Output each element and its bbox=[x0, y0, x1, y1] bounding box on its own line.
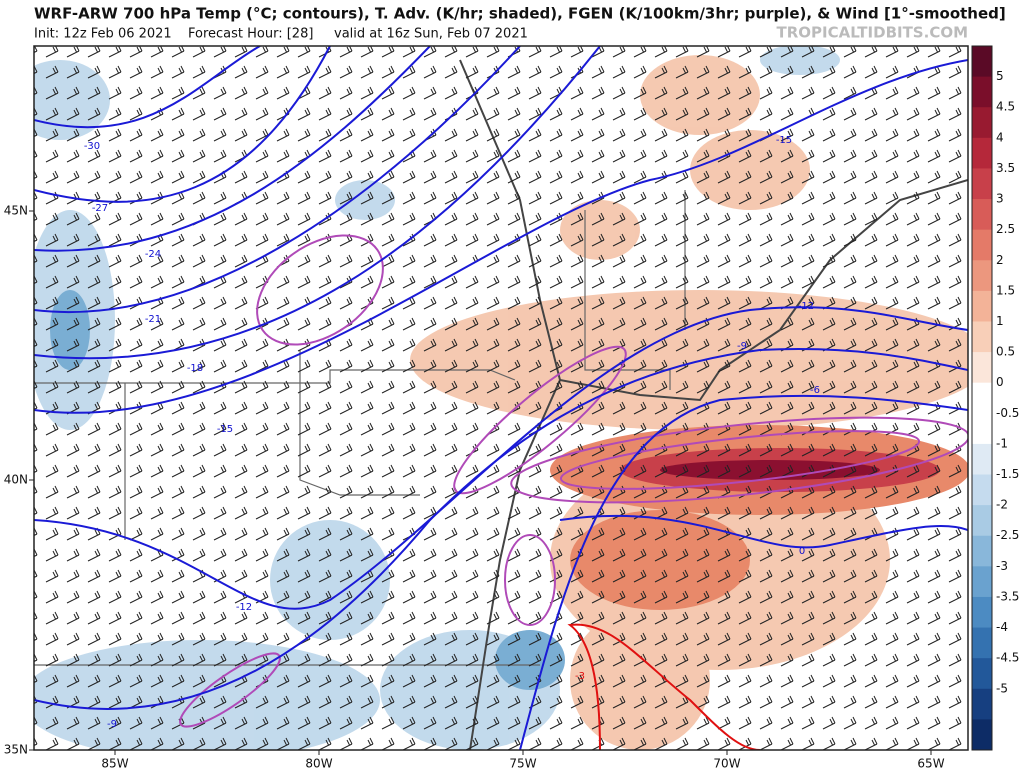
colorbar-label: -4.5 bbox=[996, 651, 1019, 665]
colorbar-swatch bbox=[972, 107, 992, 139]
colorbar-label: -0.5 bbox=[996, 406, 1019, 420]
colorbar-swatch bbox=[972, 566, 992, 598]
forecast-hour: Forecast Hour: [28] bbox=[188, 27, 313, 42]
lon-label: 65W bbox=[917, 757, 944, 771]
colorbar-swatch bbox=[972, 137, 992, 169]
title: WRF-ARW 700 hPa Temp (°C; contours), T. … bbox=[34, 5, 1006, 23]
contour-label: -15 bbox=[217, 424, 233, 435]
contour-label: -15 bbox=[776, 135, 792, 146]
contour-label: 0 bbox=[799, 546, 805, 557]
colorbar-label: -1 bbox=[996, 436, 1008, 450]
colorbar-swatch bbox=[972, 627, 992, 659]
contour-label: -18 bbox=[187, 363, 203, 374]
lon-label: 85W bbox=[101, 757, 128, 771]
colorbar-label: 4 bbox=[996, 130, 1004, 144]
lat-label: 45N bbox=[4, 204, 28, 218]
contour-label: -3 bbox=[575, 671, 585, 682]
colorbar-swatch bbox=[972, 260, 992, 292]
colorbar-label: 0.5 bbox=[996, 345, 1015, 359]
lon-label: 75W bbox=[509, 757, 536, 771]
lat-label: 40N bbox=[4, 473, 28, 487]
init-time: Init: 12z Feb 06 2021 bbox=[34, 27, 172, 42]
valid-time: valid at 16z Sun, Feb 07 2021 bbox=[334, 27, 528, 42]
colorbar-label: 2.5 bbox=[996, 222, 1015, 236]
colorbar-swatch bbox=[972, 290, 992, 322]
contour-label: -9 bbox=[107, 719, 117, 730]
colorbar-swatch bbox=[972, 199, 992, 231]
colorbar-label: 1 bbox=[996, 314, 1004, 328]
colorbar-swatch bbox=[972, 596, 992, 629]
colorbar-label: 2 bbox=[996, 253, 1004, 267]
contour-label: -24 bbox=[145, 249, 161, 260]
colorbar-swatch bbox=[972, 535, 992, 567]
colorbar-label: -2 bbox=[996, 498, 1008, 512]
colorbar-label: 0 bbox=[996, 375, 1004, 389]
contour-label: -12 bbox=[236, 602, 252, 613]
map: -30 -27 -24 -21 -18 -15 -12 -9 -15 -12 -9 -6 0 -3 bbox=[34, 46, 968, 750]
contour-label: -30 bbox=[84, 141, 100, 152]
colorbar-swatch bbox=[972, 46, 992, 78]
colorbar-label: -5 bbox=[996, 681, 1008, 695]
lon-label: 70W bbox=[713, 757, 740, 771]
colorbar-swatch bbox=[972, 474, 992, 506]
colorbar-swatch bbox=[972, 413, 992, 445]
colorbar-swatch bbox=[972, 719, 992, 751]
colorbar-label: -3 bbox=[996, 559, 1008, 573]
colorbar-label: 5 bbox=[996, 69, 1004, 83]
contour-label: -9 bbox=[737, 341, 747, 352]
colorbar-swatch bbox=[972, 229, 992, 261]
colorbar-label: 1.5 bbox=[996, 283, 1015, 297]
colorbar-swatch bbox=[972, 658, 992, 690]
colorbar-label: 3 bbox=[996, 192, 1004, 206]
colorbar-swatch bbox=[972, 382, 992, 414]
colorbar-label: -4 bbox=[996, 620, 1008, 634]
contour-label: -12 bbox=[798, 301, 814, 312]
colorbar-label: -3.5 bbox=[996, 589, 1019, 603]
colorbar-swatch bbox=[972, 321, 992, 353]
colorbar-swatch bbox=[972, 352, 992, 384]
colorbar-frame bbox=[971, 45, 993, 751]
colorbar-label: 3.5 bbox=[996, 161, 1015, 175]
colorbar-swatch bbox=[972, 443, 992, 476]
contour-label: -6 bbox=[810, 385, 820, 396]
colorbar-swatch bbox=[972, 505, 992, 537]
lon-label: 80W bbox=[305, 757, 332, 771]
colorbar-swatch bbox=[972, 76, 992, 108]
colorbar-swatch bbox=[972, 688, 992, 720]
contour-label: -27 bbox=[92, 203, 108, 214]
colorbar-label: 4.5 bbox=[996, 100, 1015, 114]
lat-label: 35N bbox=[4, 743, 28, 757]
colorbar-swatch bbox=[972, 168, 992, 200]
contour-label: -21 bbox=[145, 314, 161, 325]
colorbar-label: -2.5 bbox=[996, 528, 1019, 542]
source: TROPICALTIDBITS.COM bbox=[777, 24, 969, 42]
colorbar-label: -1.5 bbox=[996, 467, 1019, 481]
